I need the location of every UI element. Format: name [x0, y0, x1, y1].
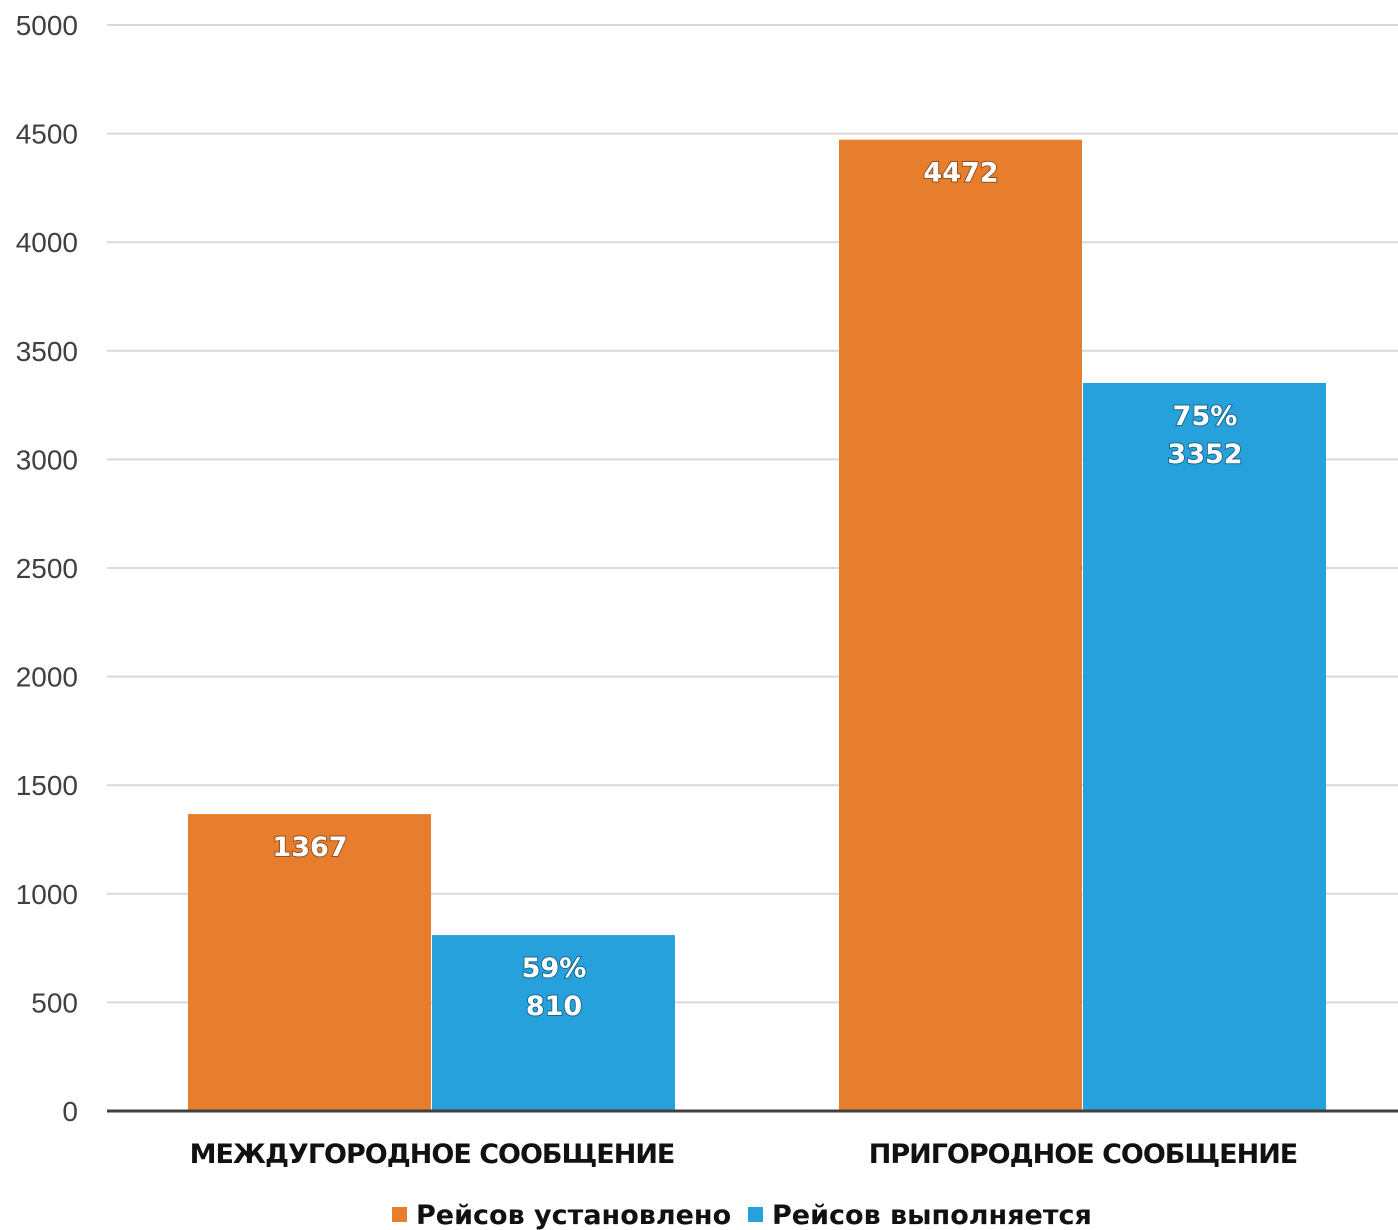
legend-swatch: [392, 1207, 407, 1222]
y-tick-label: 4000: [16, 227, 78, 258]
bar: [1083, 382, 1326, 1112]
data-label: 1367: [272, 832, 347, 863]
category-label: МЕЖДУГОРОДНОЕ СООБЩЕНИЕ: [190, 1139, 675, 1170]
data-label: 4472: [923, 158, 998, 189]
y-tick-label: 5000: [16, 10, 78, 41]
y-tick-label: 1000: [16, 879, 78, 910]
bar: [432, 935, 675, 1111]
bar: [839, 139, 1082, 1112]
y-axis-ticks: 0 500 1000 1500 2000 2500 3000 3500 4000 4500 5000: [16, 10, 78, 1127]
y-tick-label: 1500: [16, 770, 78, 801]
y-tick-label: 3500: [16, 336, 78, 367]
legend-swatch: [748, 1207, 763, 1222]
legend-label: Рейсов установлено: [416, 1200, 731, 1230]
y-tick-label: 3000: [16, 444, 78, 475]
data-label: 3352: [1167, 439, 1242, 470]
category-labels: МЕЖДУГОРОДНОЕ СООБЩЕНИЕ ПРИГОРОДНОЕ СООБЩ…: [190, 1139, 1299, 1170]
y-tick-label: 2000: [16, 662, 78, 693]
legend: Рейсов установлено Рейсов выполняется: [392, 1200, 1092, 1230]
bar: [188, 814, 431, 1111]
legend-label: Рейсов выполняется: [772, 1200, 1092, 1230]
data-label: 810: [526, 991, 582, 1022]
y-tick-label: 0: [62, 1096, 78, 1127]
y-tick-label: 500: [31, 987, 78, 1018]
data-label: 59%: [522, 953, 587, 984]
y-tick-label: 4500: [16, 119, 78, 150]
bars: [188, 139, 1326, 1112]
data-labels: 1367 59% 810 4472 75% 3352: [271, 157, 1243, 1023]
category-label: ПРИГОРОДНОЕ СООБЩЕНИЕ: [869, 1139, 1298, 1170]
data-label: 75%: [1173, 401, 1238, 432]
y-tick-label: 2500: [16, 553, 78, 584]
